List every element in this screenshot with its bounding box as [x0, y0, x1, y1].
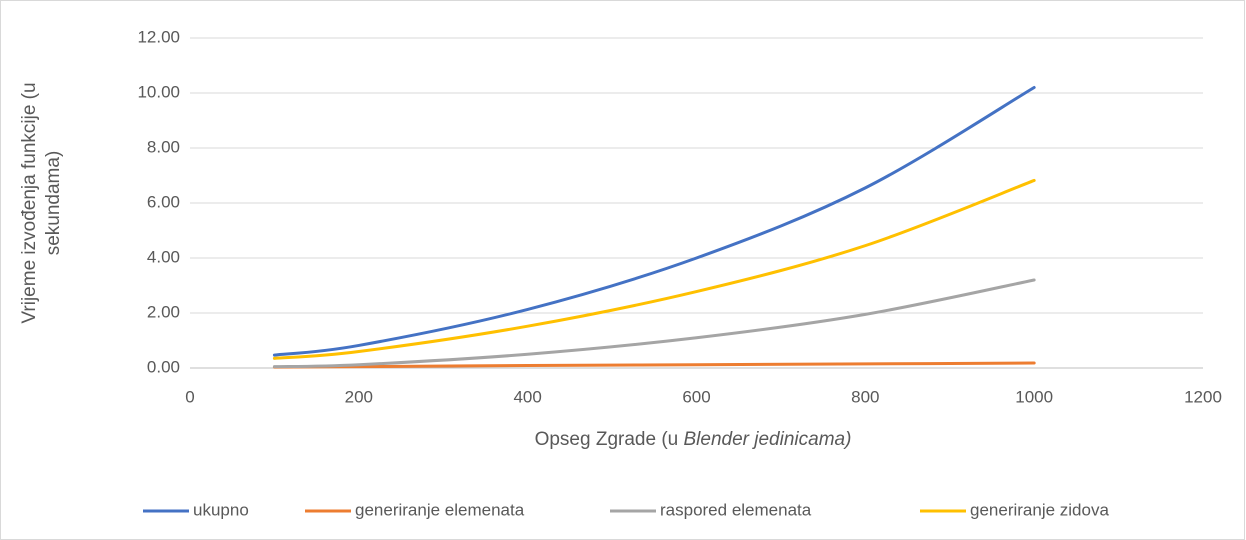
y-tick-label: 0.00	[147, 357, 180, 376]
legend-label: raspored elemenata	[660, 500, 812, 519]
y-tick-label: 4.00	[147, 247, 180, 266]
y-tick-label: 2.00	[147, 302, 180, 321]
y-tick-label: 8.00	[147, 137, 180, 156]
series-line	[272, 178, 1036, 360]
series-line	[272, 86, 1036, 357]
y-tick-label: 12.00	[137, 27, 180, 46]
y-tick-label: 10.00	[137, 82, 180, 101]
x-tick-label: 400	[513, 387, 541, 406]
x-label-text: Opseg Zgrade (u	[535, 429, 679, 450]
x-axis-label: Opseg Zgrade (u Blender jedinicama)	[535, 429, 852, 450]
x-tick-label: 0	[185, 387, 194, 406]
series-line	[272, 278, 1036, 369]
x-tick-label: 200	[345, 387, 373, 406]
x-tick-label: 800	[851, 387, 879, 406]
legend-label: generiranje zidova	[970, 500, 1109, 519]
x-tick-label: 1200	[1184, 387, 1222, 406]
y-axis-label: Vrijeme izvođenja funkcije (u sekundama)	[19, 82, 64, 323]
legend-label: ukupno	[193, 500, 249, 519]
series-line	[272, 361, 1036, 369]
x-tick-label: 1000	[1015, 387, 1053, 406]
y-label-line: sekundama)	[43, 151, 64, 256]
x-label-italic: Blender jedinicama)	[684, 429, 852, 450]
y-label-line: Vrijeme izvođenja funkcije (u	[19, 82, 40, 323]
x-tick-label: 600	[682, 387, 710, 406]
y-tick-label: 6.00	[147, 192, 180, 211]
legend-label: generiranje elemenata	[355, 500, 525, 519]
